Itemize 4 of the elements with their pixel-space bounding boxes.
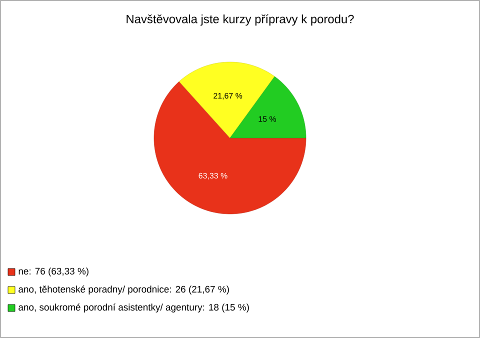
chart-title: Navštěvovala jste kurzy přípravy k porodu? xyxy=(126,14,354,26)
legend-label: ano, těhotenské poradny/ porodnice: 26 (21,67 %) xyxy=(18,286,229,294)
legend-label: ne: 76 (63,33 %) xyxy=(18,268,88,276)
legend-label: ano, soukromé porodní asistentky/ agentury: 18 (15 %) xyxy=(18,304,249,312)
